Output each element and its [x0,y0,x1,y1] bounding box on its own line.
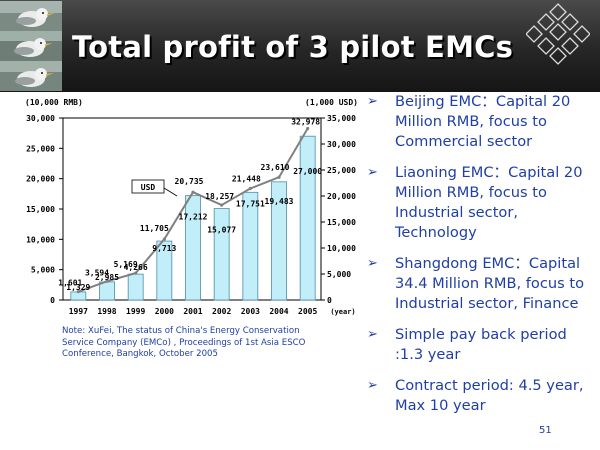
bar [299,135,316,301]
bullet-item: ➢ Contract period: 4.5 year, Max 10 year [367,376,597,416]
bar-data-label: 9,713 [152,244,176,253]
right-tick-label: 20,000 [327,192,356,201]
line-data-label: 18,257 [205,192,234,201]
x-tick-label: 1998 [97,307,116,316]
seagull-image-icon [0,1,62,31]
usd-point [306,126,310,131]
bullet-list: ➢ Beijing EMC：Capital 20 Million RMB, foc… [367,92,597,427]
source-note: Note: XuFei, The status of China's Energ… [62,326,306,359]
bar-data-label: 27,000 [293,167,322,176]
line-data-label: 23,610 [261,163,290,172]
page-title: Total profit of 3 pilot EMCs [72,30,514,64]
left-tick-label: 10,000 [26,235,55,244]
bullet-item: ➢ Simple pay back period :1.3 year [367,325,597,365]
x-tick-label: 2003 [241,307,260,316]
arrow-bullet-icon: ➢ [367,256,378,271]
bullet-text: Beijing EMC：Capital 20 Million RMB, focu… [395,93,571,150]
right-tick-label: 35,000 [327,114,356,123]
usd-point [191,190,195,194]
bullet-item: ➢ Liaoning EMC：Capital 20 Million RMB, fo… [367,163,597,243]
right-tick-label: 25,000 [327,166,356,175]
right-axis-unit: (1,000 USD) [305,98,358,107]
diamond-pattern-logo-icon [525,2,591,70]
left-axis-unit: (10,000 RMB) [25,98,83,107]
bullet-item: ➢ Shangdong EMC：Capital 34.4 Million RMB,… [367,254,597,314]
usd-point [277,175,281,179]
seagull-image-icon [0,31,62,61]
line-data-label: 21,448 [232,174,261,183]
x-tick-label: 2004 [269,307,288,316]
usd-legend-label: USD [141,183,156,192]
left-tick-label: 20,000 [26,175,55,184]
bar [127,273,144,301]
x-tick-label: 2001 [183,307,202,316]
usd-point [76,290,80,294]
usd-point [134,271,138,275]
bar-data-label: 1,329 [66,283,90,292]
arrow-bullet-icon: ➢ [367,327,378,342]
bar-data-label: 17,212 [179,213,208,222]
bar [213,208,230,301]
x-tick-label: 2002 [212,307,231,316]
line-data-label: 11,705 [140,224,169,233]
right-tick-label: 30,000 [327,140,356,149]
line-data-label: 3,594 [85,268,109,277]
arrow-bullet-icon: ➢ [367,378,378,393]
arrow-bullet-icon: ➢ [367,94,378,109]
line-data-label: 1,601 [58,279,82,288]
usd-point [248,186,252,191]
x-tick-label: 2000 [155,307,174,316]
profit-chart: 0 5,000 10,000 15,000 20,000 25,000 30,000 0 5,0… [0,92,360,322]
page-number: 51 [539,425,552,436]
x-tick-label: 1999 [126,307,145,316]
arrow-bullet-icon: ➢ [367,165,378,180]
x-tick-label: 1997 [69,307,88,316]
left-tick-label: 5,000 [31,266,55,275]
bullet-item: ➢ Beijing EMC：Capital 20 Million RMB, foc… [367,92,597,152]
usd-point [105,279,109,283]
bullet-text: Shangdong EMC：Capital 34.4 Million RMB, … [395,255,585,312]
right-tick-label: 0 [327,296,332,305]
left-tick-label: 30,000 [26,114,55,123]
line-data-label: 5,169 [114,260,138,269]
left-tick-label: 0 [50,296,55,305]
bar [99,281,115,301]
bullet-text: Simple pay back period :1.3 year [395,326,567,363]
usd-legend-pointer [163,187,178,197]
left-tick-label: 25,000 [26,144,55,153]
line-data-label: 20,735 [175,177,204,186]
bar-data-label: 2,985 [95,273,119,282]
bar-data-label: 17,751 [236,199,265,208]
x-axis-unit: (year) [330,308,355,316]
bullet-text: Liaoning EMC：Capital 20 Million RMB, foc… [395,164,583,241]
bar [242,191,259,301]
bar-data-label: 4,266 [124,263,148,272]
line-data-label: 32,978 [291,118,320,127]
right-tick-label: 15,000 [327,218,356,227]
x-tick-label: 2005 [298,307,317,316]
bar-data-label: 19,483 [265,197,294,206]
bar-data-label: 15,077 [207,226,236,235]
left-tick-label: 15,000 [26,205,55,214]
bar [185,195,201,301]
profit-chart-svg: 0 5,000 10,000 15,000 20,000 25,000 30,000 0 5,0… [26,114,356,316]
usd-point [162,237,166,241]
seagull-image-icon [0,61,62,91]
usd-point [220,203,224,207]
bar [271,181,287,301]
usd-legend-box [131,179,165,194]
right-tick-label: 5,000 [327,270,351,279]
bullet-text: Contract period: 4.5 year, Max 10 year [395,377,584,414]
right-tick-label: 10,000 [327,244,356,253]
slide-header: Total profit of 3 pilot EMCs [0,0,600,92]
bar [156,240,173,301]
